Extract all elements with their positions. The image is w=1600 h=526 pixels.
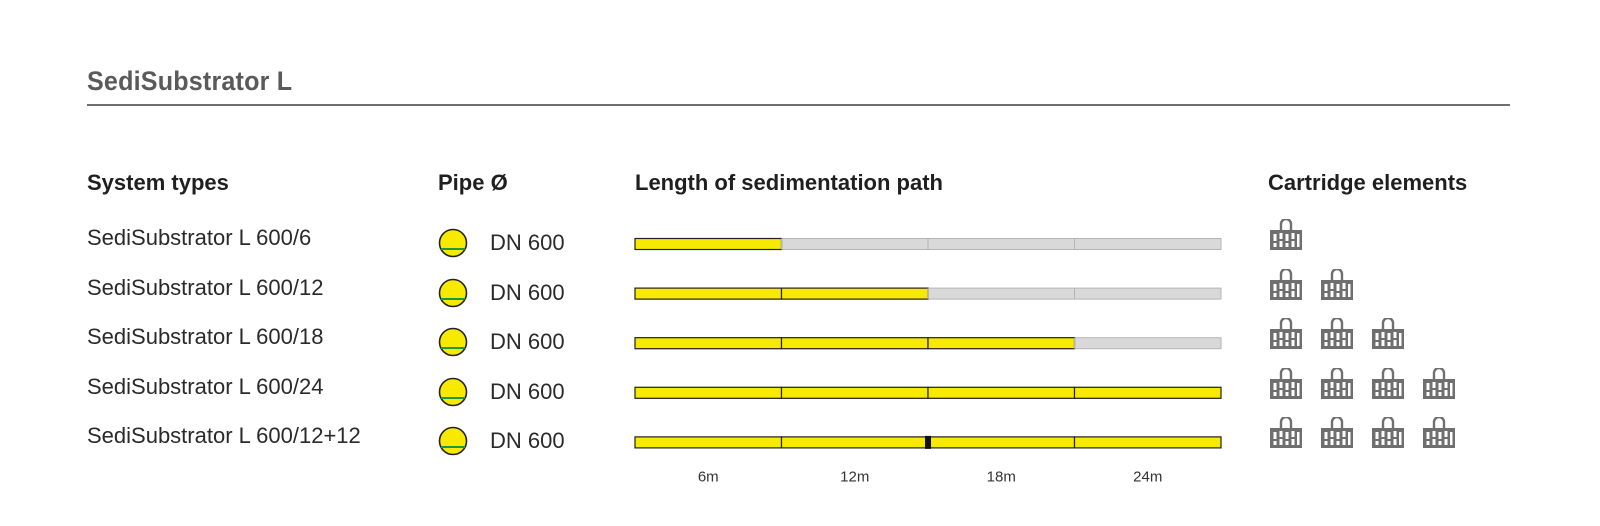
bar-row [634,287,1222,300]
bar-segment [927,337,1076,350]
bar-segment [780,436,929,449]
page-title: SediSubstrator L [87,66,293,96]
bar-segment [634,237,783,251]
header-sedimentation-length: Length of sedimentation path [635,170,943,195]
pipe-diameter-icon [438,228,468,258]
bar-segment [1073,436,1222,449]
cartridge-element-icon [1421,416,1457,449]
pipe-diameter-icon [438,377,468,407]
system-type-label: SediSubstrator L 600/12+12 [87,423,361,449]
bar-segment [780,386,929,399]
cartridge-element-icon [1319,416,1355,449]
split-marker [925,435,931,449]
bar-row [634,435,1222,449]
bar-segment [1073,386,1222,399]
cartridge-element-icon [1268,267,1304,301]
bar-row [634,337,1222,350]
pipe-diameter-label: DN 600 [490,428,565,454]
header-cartridge-elements: Cartridge elements [1268,170,1468,195]
cartridge-element-icon [1370,366,1406,400]
pipe-diameter-icon [438,426,468,456]
pipe-diameter-icon [438,327,468,357]
system-type-label: SediSubstrator L 600/24 [87,373,324,399]
pipe-diameter-label: DN 600 [490,329,565,355]
bar-segment [634,287,783,300]
bar-row [634,386,1222,399]
cartridge-element-icon [1421,366,1457,400]
bar-segment [634,337,783,350]
pipe-diameter-label: DN 600 [490,279,565,305]
x-tick-label: 18m [987,468,1016,485]
cartridge-element-icon [1319,317,1355,350]
x-tick-label: 24m [1133,468,1162,485]
cartridge-element-icon [1268,416,1304,449]
pipe-diameter-label: DN 600 [490,378,565,404]
cartridge-element-icon [1268,317,1304,350]
bar-segment [634,436,783,449]
pipe-diameter-label: DN 600 [490,230,565,255]
x-tick-label: 6m [698,468,719,485]
system-type-label: SediSubstrator L 600/12 [87,274,324,300]
header-system-types: System types [87,170,229,195]
bar-segment [927,436,1076,449]
bar-row [634,237,1222,251]
bar-segment [780,287,929,300]
system-type-label: SediSubstrator L 600/18 [87,324,324,350]
bar-segment [634,386,783,399]
pipe-diameter-icon [438,278,468,308]
header-pipe-diameter: Pipe Ø [438,170,508,195]
cartridge-element-icon [1370,317,1406,350]
bar-segment [780,337,929,350]
system-type-label: SediSubstrator L 600/6 [87,225,312,250]
cartridge-element-icon [1319,366,1355,400]
cartridge-element-icon [1370,416,1406,449]
cartridge-element-icon [1268,366,1304,400]
title-divider [87,104,1510,106]
bar-segment [927,386,1076,399]
cartridge-element-icon [1319,267,1355,301]
cartridge-element-icon [1268,217,1304,251]
x-tick-label: 12m [840,468,869,485]
